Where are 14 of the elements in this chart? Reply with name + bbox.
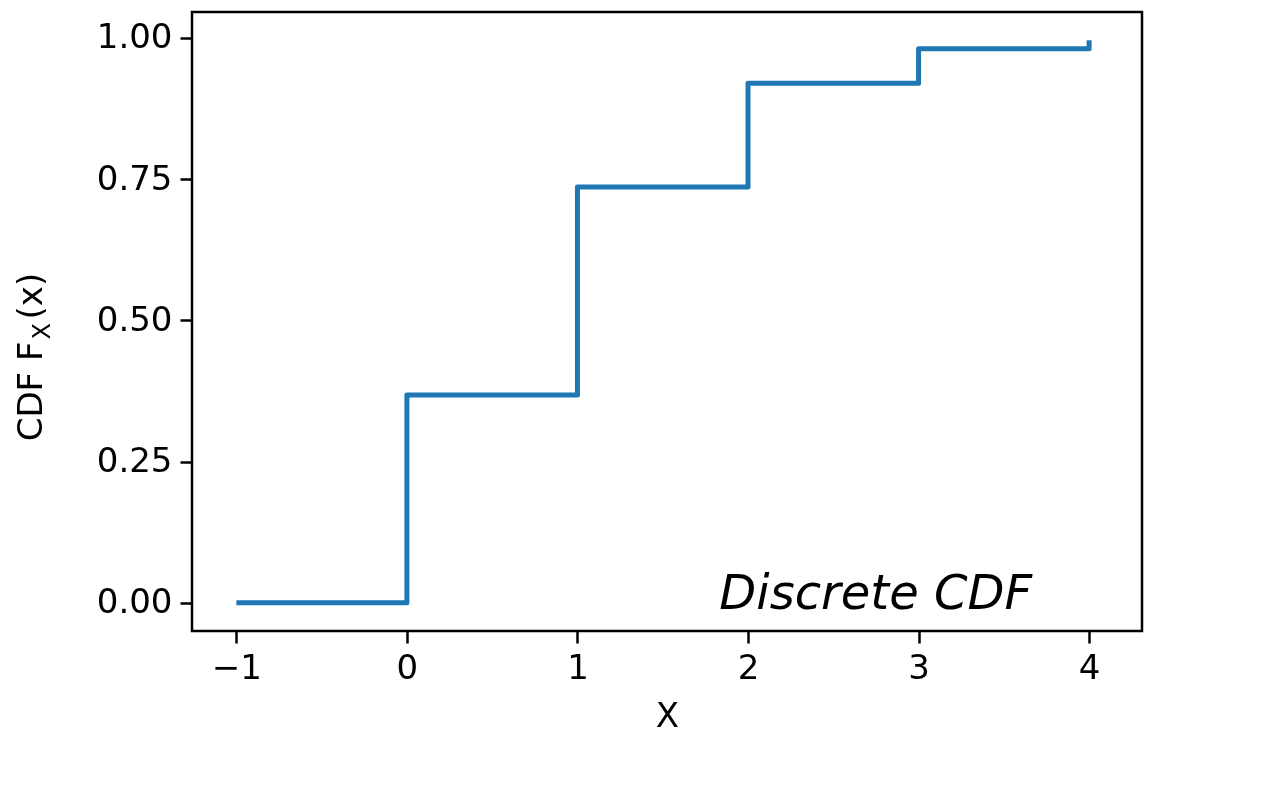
x-tick-label: 1 — [567, 646, 589, 687]
x-tick-label: 3 — [908, 646, 930, 687]
x-tick-label: −1 — [211, 646, 262, 687]
y-tick-label: 0.50 — [96, 298, 173, 339]
y-tick-label: 0.00 — [96, 581, 173, 622]
y-tick-label: 0.75 — [96, 157, 173, 198]
y-tick-label: 1.00 — [96, 16, 173, 57]
y-tick-label: 0.25 — [96, 440, 173, 481]
x-axis-title: X — [655, 694, 680, 735]
x-tick-label: 0 — [396, 646, 419, 687]
annotation: Discrete CDF — [719, 564, 1034, 620]
x-tick-label: 2 — [737, 646, 760, 687]
x-tick-label: 4 — [1078, 646, 1101, 687]
y-axis-title: CDF FX(x) — [10, 272, 56, 442]
